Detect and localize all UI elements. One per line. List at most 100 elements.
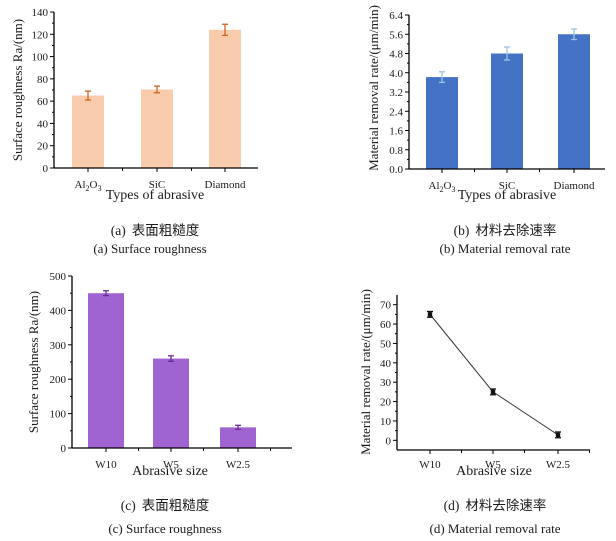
y-tick-label-b: 6.4 — [389, 10, 403, 22]
x-tick-label-a: SiC — [149, 179, 166, 191]
y-tick-label-d: 20 — [380, 397, 392, 409]
chart-b: 0.0 0.8 1.6 2.4 3.2 4.0 4.8 5.6 6.4 Al2O3 SiC Diamo… — [366, 5, 605, 203]
y-tick-label-a: 20 — [37, 141, 49, 153]
y-tick-label-b: 0.0 — [389, 164, 403, 176]
element-symbol: Al — [429, 180, 440, 192]
bar-c-1 — [153, 358, 189, 448]
x-tick-label-c: W5 — [163, 459, 179, 471]
caption-cn-label-c: (c) — [120, 498, 136, 513]
caption-cn-label-d: (d) — [443, 498, 460, 513]
caption-en-b: (b) Material removal rate — [439, 241, 571, 256]
caption-en-d: (d) Material removal rate — [429, 521, 561, 536]
bar-b-1 — [491, 53, 523, 169]
y-tick-label-a: 120 — [32, 29, 49, 41]
caption-cn-text-a: 表面粗糙度 — [131, 223, 200, 239]
data-point-d-0 — [427, 312, 433, 317]
bar-c-2 — [220, 427, 256, 448]
caption-en-c: (c) Surface roughness — [108, 521, 222, 536]
caption-cn-a: (a) 表面粗糙度 — [70, 219, 240, 239]
y-tick-label-b: 4.0 — [389, 68, 403, 80]
y-tick-label-c: 500 — [50, 271, 67, 283]
x-axis-title-d: Abrasive size — [456, 464, 532, 479]
x-tick-label-c: W2.5 — [226, 459, 251, 471]
y-axis-title-d: Material removal rate/(μm/min) — [358, 289, 373, 455]
y-tick-label-d: 70 — [380, 300, 392, 312]
y-tick-label-c: 200 — [50, 374, 67, 386]
error-bar-b-0 — [439, 71, 445, 84]
y-tick-label-d: 50 — [380, 338, 392, 350]
x-tick-label-b: Diamond — [554, 180, 595, 192]
caption-en-a: (a) Surface roughness — [93, 241, 207, 256]
y-axis-title-b: Material removal rate/(μm/min) — [366, 5, 381, 171]
subscript: 2 — [86, 184, 90, 193]
bar-c-0 — [88, 293, 124, 448]
caption-cn-label-a: (a) — [110, 223, 126, 238]
x-tick-label-d: W10 — [419, 459, 441, 471]
x-tick-label-c: W10 — [95, 459, 117, 471]
bar-a-0 — [72, 95, 104, 168]
bar-b-0 — [426, 77, 458, 169]
error-bar-a-1 — [154, 85, 160, 94]
y-tick-label-c: 100 — [50, 409, 67, 421]
x-tick-label-a: Diamond — [205, 179, 246, 191]
x-tick-label-a: Al2O3 — [75, 179, 102, 193]
error-bar-b-1 — [504, 46, 510, 61]
y-axis-title-c: Surface roughness Ra/(nm) — [26, 291, 41, 433]
y-tick-label-d: 30 — [380, 377, 392, 389]
caption-cn-text-c: 表面粗糙度 — [141, 498, 210, 514]
data-point-d-1 — [490, 389, 496, 395]
element-symbol: O — [90, 179, 98, 191]
error-bar-c-0 — [103, 290, 109, 297]
data-point-d-2 — [555, 432, 561, 438]
y-tick-label-b: 2.4 — [389, 106, 403, 118]
caption-cn-c: (c) 表面粗糙度 — [80, 494, 250, 514]
x-tick-label-d: W5 — [485, 459, 501, 471]
x-axis-title-a: Types of abrasive — [106, 188, 205, 203]
y-tick-label-a: 0 — [43, 163, 49, 175]
y-tick-label-a: 100 — [32, 52, 49, 64]
caption-cn-text-d: 材料去除速率 — [465, 498, 547, 514]
y-tick-label-a: 60 — [37, 96, 49, 108]
error-bar-c-2 — [235, 424, 241, 431]
subscript: 3 — [451, 185, 455, 194]
element-symbol: O — [444, 180, 452, 192]
y-axis-title-a: Surface roughness Ra/(nm) — [10, 19, 25, 161]
x-tick-label-b: Al2O3 — [429, 180, 456, 194]
bar-a-2 — [209, 29, 241, 169]
y-tick-label-b: 4.8 — [389, 49, 403, 61]
series-line-d — [429, 314, 559, 436]
y-tick-label-a: 40 — [37, 118, 49, 130]
subscript: 3 — [97, 184, 101, 193]
y-tick-label-a: 80 — [37, 74, 49, 86]
subscript: 2 — [440, 185, 444, 194]
y-tick-label-a: 140 — [32, 7, 49, 19]
y-tick-label-b: 5.6 — [389, 29, 403, 41]
element-symbol: Al — [75, 179, 86, 191]
bar-a-1 — [141, 89, 173, 168]
caption-cn-text-b: 材料去除速率 — [475, 223, 557, 239]
error-bar-a-2 — [222, 23, 228, 37]
caption-cn-b: (b) 材料去除速率 — [420, 219, 590, 239]
y-tick-label-b: 0.8 — [389, 145, 403, 157]
caption-cn-d: (d) 材料去除速率 — [410, 494, 580, 514]
error-bar-c-1 — [168, 355, 174, 362]
y-tick-label-b: 1.6 — [389, 126, 403, 138]
chart-c: 0 100 200 300 400 500 W10 W5 W2.5 Abrasive size Su… — [26, 271, 292, 479]
x-tick-label-b: SiC — [499, 180, 516, 192]
y-tick-label-d: 40 — [380, 358, 392, 370]
y-tick-label-c: 0 — [61, 443, 67, 455]
x-axis-title-b: Types of abrasive — [458, 188, 557, 203]
y-tick-label-d: 10 — [380, 416, 392, 428]
caption-cn-label-b: (b) — [453, 223, 470, 238]
error-bar-a-0 — [85, 90, 91, 101]
chart-d: 0 10 20 30 40 50 60 70 W10 W5 W2.5 Abrasive size Mat… — [358, 289, 590, 479]
y-tick-label-c: 400 — [50, 305, 67, 317]
x-axis-title-c: Abrasive size — [132, 464, 208, 479]
y-tick-label-d: 60 — [380, 319, 392, 331]
x-tick-label-d: W2.5 — [546, 459, 571, 471]
y-tick-label-c: 300 — [50, 340, 67, 352]
y-tick-label-d: 0 — [386, 435, 392, 447]
error-bar-b-2 — [571, 28, 577, 41]
